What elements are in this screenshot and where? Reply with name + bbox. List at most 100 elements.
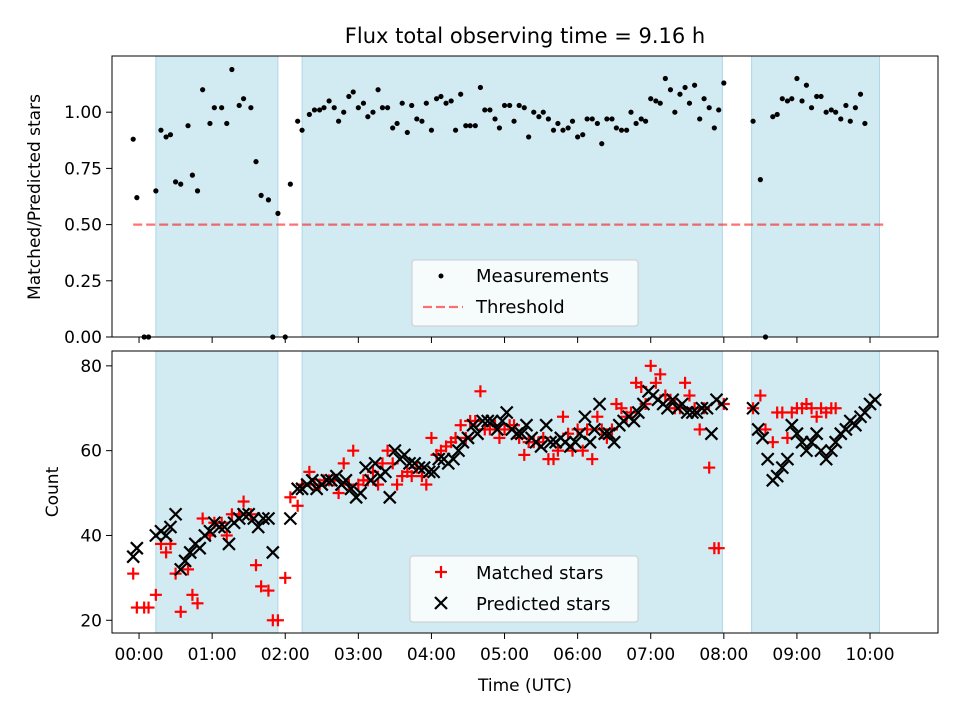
predicted-star-point [344,482,358,496]
measurement-point [789,96,795,102]
x-tick-label: 07:00 [626,645,675,665]
matched-star-point [644,359,657,372]
bottom-y-ticks: 20 40 60 80 [80,357,112,631]
matched-star-point [759,423,772,436]
measurement-point [414,116,420,122]
measurement-point [565,125,571,131]
predicted-star-point [126,549,140,564]
predicted-star-points [126,384,882,577]
predicted-star-point [159,528,173,543]
predicted-star-point [583,435,597,449]
matched-star-point [508,419,521,432]
predicted-star-point [283,511,298,526]
measurement-point [779,96,785,102]
matched-star-point [469,414,482,427]
x-tick-label: 10:00 [846,645,895,665]
measurement-point [219,105,225,111]
x-tick-label: 00:00 [115,645,164,665]
bottom-legend: Matched stars Predicted stars [409,555,639,623]
x-tick-label: 03:00 [334,645,383,665]
matched-star-point [649,376,662,389]
measurement-point [326,98,332,104]
measurement-point [423,100,429,106]
matched-star-point [250,559,263,572]
predicted-star-point [607,435,621,449]
matched-star-point [279,571,292,584]
predicted-star-point [592,397,607,411]
measurement-point [365,114,371,120]
y-tick-label: 60 [80,442,102,462]
measurement-point [153,188,159,194]
predicted-star-point [573,426,587,441]
predicted-star-point [378,465,393,479]
measurement-point [130,136,136,142]
matched-star-point [291,499,304,512]
measurement-point [536,114,542,120]
measurement-point [172,179,179,185]
y-tick-label: 1.00 [64,103,102,123]
matched-star-point [149,588,162,601]
predicted-star-point [751,422,765,437]
legend-threshold-label: Threshold [475,297,565,318]
matched-star-point [237,495,250,508]
measurement-point [295,118,301,124]
predicted-star-point [446,452,461,466]
measurement-point [253,159,259,165]
top-y-axis-label: Matched/Predicted stars [25,94,45,300]
predicted-star-point [470,426,485,441]
y-tick-label: 40 [80,526,102,546]
predicted-star-point [320,473,334,488]
predicted-star-point [746,401,760,416]
matched-star-point [693,423,706,436]
measurement-point [321,105,327,111]
predicted-star-point [353,486,368,500]
measurement-point [808,105,815,111]
legend-predicted-label: Predicted stars [476,594,610,615]
predicted-star-point [422,465,437,479]
predicted-star-point [660,401,675,416]
matched-star-point [160,546,173,559]
measurement-point [458,91,464,97]
measurement-point [379,105,386,111]
measurement-point [531,109,537,115]
matched-star-point [766,436,779,449]
y-tick-label: 20 [80,611,102,631]
matched-star-point [518,448,531,461]
measurement-point [613,125,619,131]
top-y-ticks: 0.00 0.25 0.50 0.75 1.00 [64,103,112,348]
predicted-star-point [183,545,197,560]
legend-matched-marker [435,566,447,578]
measurement-point [653,98,659,104]
predicted-star-point [578,409,592,424]
measurement-point [516,102,522,109]
predicted-star-point [173,562,188,577]
x-tick-label: 05:00 [480,645,529,665]
predicted-star-point [358,460,373,475]
predicted-star-point [485,414,499,428]
observing-interval [155,55,279,338]
measurement-point [487,107,493,113]
x-tick-label: 09:00 [772,645,821,665]
measurement-point [569,118,576,124]
matched-star-point [679,376,692,389]
measurement-point [496,125,503,131]
y-tick-label: 0.50 [64,216,102,236]
bottom-x-ticks: 00:00 01:00 02:00 03:00 04:00 05:00 06:00 07:00… [115,633,895,665]
measurement-point [521,105,527,111]
predicted-star-point [665,392,680,407]
measurement-point [580,132,586,138]
measurement-point [224,120,230,127]
measurement-point [624,127,630,133]
predicted-star-point [814,443,828,458]
matched-star-point [810,410,823,423]
predicted-star-point [388,443,402,458]
x-tick-label: 02:00 [261,645,310,665]
measurement-point [482,107,488,113]
y-tick-label: 80 [80,357,102,377]
matched-star-point [615,402,628,415]
predicted-star-point [426,465,441,479]
measurement-point [452,127,459,133]
matched-star-point [381,444,394,457]
measurement-point [240,96,247,102]
measurement-point [336,118,342,124]
